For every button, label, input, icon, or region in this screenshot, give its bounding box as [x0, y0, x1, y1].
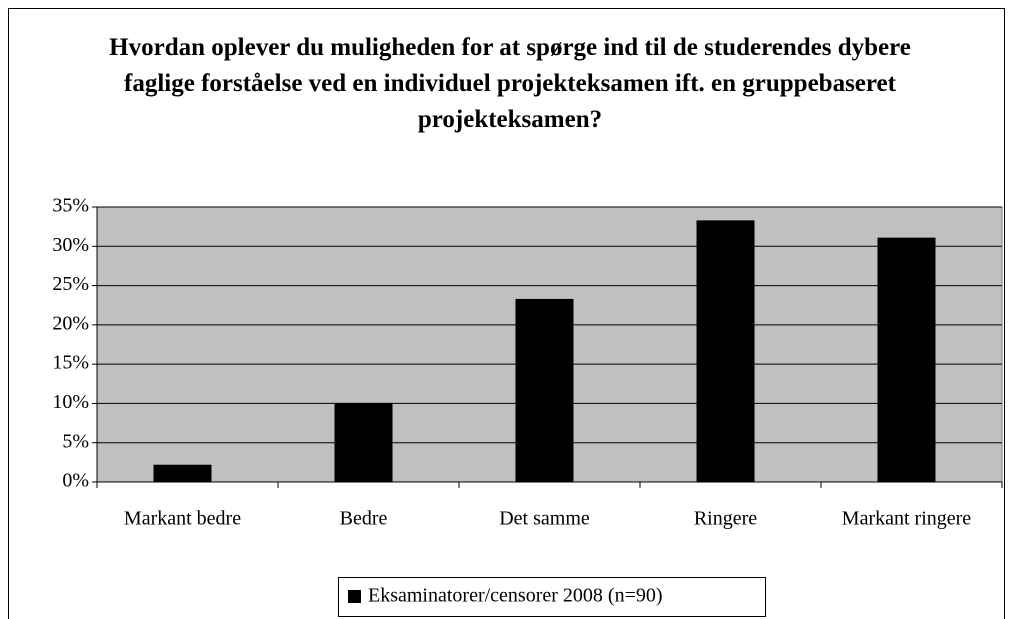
bar [334, 403, 393, 482]
legend-label: Eksaminatorer/censorer 2008 (n=90) [368, 585, 663, 607]
legend-box [338, 577, 766, 617]
bar [877, 237, 936, 482]
y-tick-label: 25% [52, 273, 89, 295]
x-tick-label: Bedre [340, 508, 388, 530]
chart-title: Hvordan oplever du muligheden for at spø… [109, 34, 911, 133]
bar [696, 220, 755, 482]
chart-border [8, 8, 1005, 619]
x-tick-label: Markant ringere [842, 508, 972, 530]
legend-swatch [348, 590, 361, 603]
x-tick-label: Markant bedre [124, 508, 241, 530]
x-tick-label: Det samme [499, 508, 590, 530]
y-tick-label: 35% [52, 195, 89, 217]
y-tick-label: 20% [52, 312, 89, 334]
bar [153, 464, 212, 482]
y-tick-label: 30% [52, 234, 89, 256]
y-tick-label: 15% [52, 352, 89, 374]
y-tick-label: 5% [62, 430, 89, 452]
y-tick-label: 10% [52, 391, 89, 413]
x-tick-label: Ringere [694, 508, 757, 530]
y-tick-label: 0% [62, 470, 89, 492]
bar [515, 298, 574, 482]
